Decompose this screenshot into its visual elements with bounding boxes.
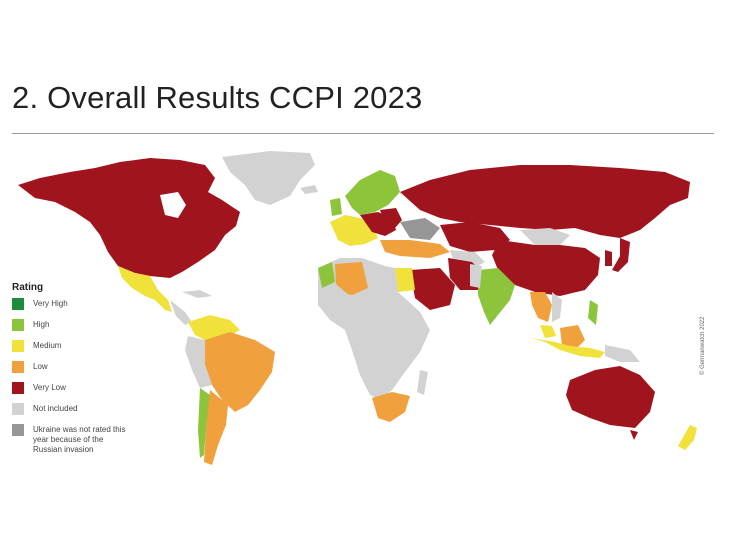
region-balkans-turkey — [380, 240, 450, 258]
region-scandinavia — [345, 170, 400, 215]
region-morocco — [318, 262, 335, 288]
region-central-africa — [318, 290, 430, 400]
legend-swatch-low — [12, 361, 24, 373]
region-kazakhstan — [440, 222, 510, 252]
region-russia — [400, 165, 690, 238]
legend-item: Low — [12, 361, 162, 383]
region-brazil — [205, 332, 275, 412]
legend-label: Ukraine was not rated this year because … — [33, 425, 126, 454]
legend-item: Very High — [12, 298, 162, 320]
region-papua — [605, 345, 640, 362]
page-title: 2. Overall Results CCPI 2023 — [12, 80, 423, 115]
region-caribbean — [182, 290, 212, 298]
region-ukraine — [400, 218, 440, 240]
legend-swatch-medium — [12, 340, 24, 352]
region-pakistan — [470, 264, 482, 288]
region-chile — [198, 388, 210, 458]
legend-item: Medium — [12, 340, 162, 362]
region-hudson-bay — [160, 192, 186, 218]
region-north-america — [18, 158, 240, 278]
region-china — [492, 240, 600, 296]
region-japan — [612, 238, 630, 272]
legend-label: Very Low — [33, 383, 66, 392]
credit-text: © Germanwatch 2022 — [700, 316, 706, 375]
region-borneo — [560, 325, 585, 350]
region-south-africa — [372, 392, 410, 422]
region-indonesia — [532, 338, 605, 358]
region-madagascar — [417, 370, 428, 395]
region-new-zealand — [678, 425, 697, 450]
region-vietnam — [552, 292, 562, 322]
region-algeria — [335, 262, 368, 296]
region-uk — [330, 198, 342, 216]
legend: Rating Very High High Medium Low Very Lo… — [12, 282, 162, 461]
region-greenland — [222, 151, 315, 205]
legend-swatch-very-high — [12, 298, 24, 310]
legend-item: Not included — [12, 403, 162, 425]
legend-item: Ukraine was not rated this year because … — [12, 424, 162, 461]
region-peru-bolivia — [185, 336, 212, 388]
legend-item: Very Low — [12, 382, 162, 404]
region-mexico — [118, 266, 172, 312]
region-central-america — [170, 300, 192, 325]
region-india — [478, 268, 515, 325]
region-argentina — [204, 390, 228, 465]
legend-item: High — [12, 319, 162, 341]
legend-label: Low — [33, 362, 48, 371]
legend-swatch-not-rated — [12, 424, 24, 436]
legend-label: Not included — [33, 404, 78, 413]
region-iceland — [300, 185, 318, 194]
legend-label: High — [33, 320, 50, 329]
region-malaysia — [540, 325, 556, 338]
legend-swatch-very-low — [12, 382, 24, 394]
legend-title: Rating — [12, 282, 44, 293]
region-tasmania — [630, 430, 638, 440]
legend-swatch-not-included — [12, 403, 24, 415]
region-saudi — [410, 268, 455, 310]
region-mongolia — [520, 228, 570, 245]
legend-label: Very High — [33, 299, 68, 308]
region-australia — [566, 366, 655, 428]
region-poland — [380, 208, 402, 228]
region-thailand — [530, 292, 552, 322]
title-divider — [12, 133, 714, 134]
region-korea — [605, 250, 612, 266]
region-philippines — [588, 300, 598, 325]
region-egypt — [395, 268, 415, 292]
legend-label: Medium — [33, 341, 62, 350]
legend-swatch-high — [12, 319, 24, 331]
